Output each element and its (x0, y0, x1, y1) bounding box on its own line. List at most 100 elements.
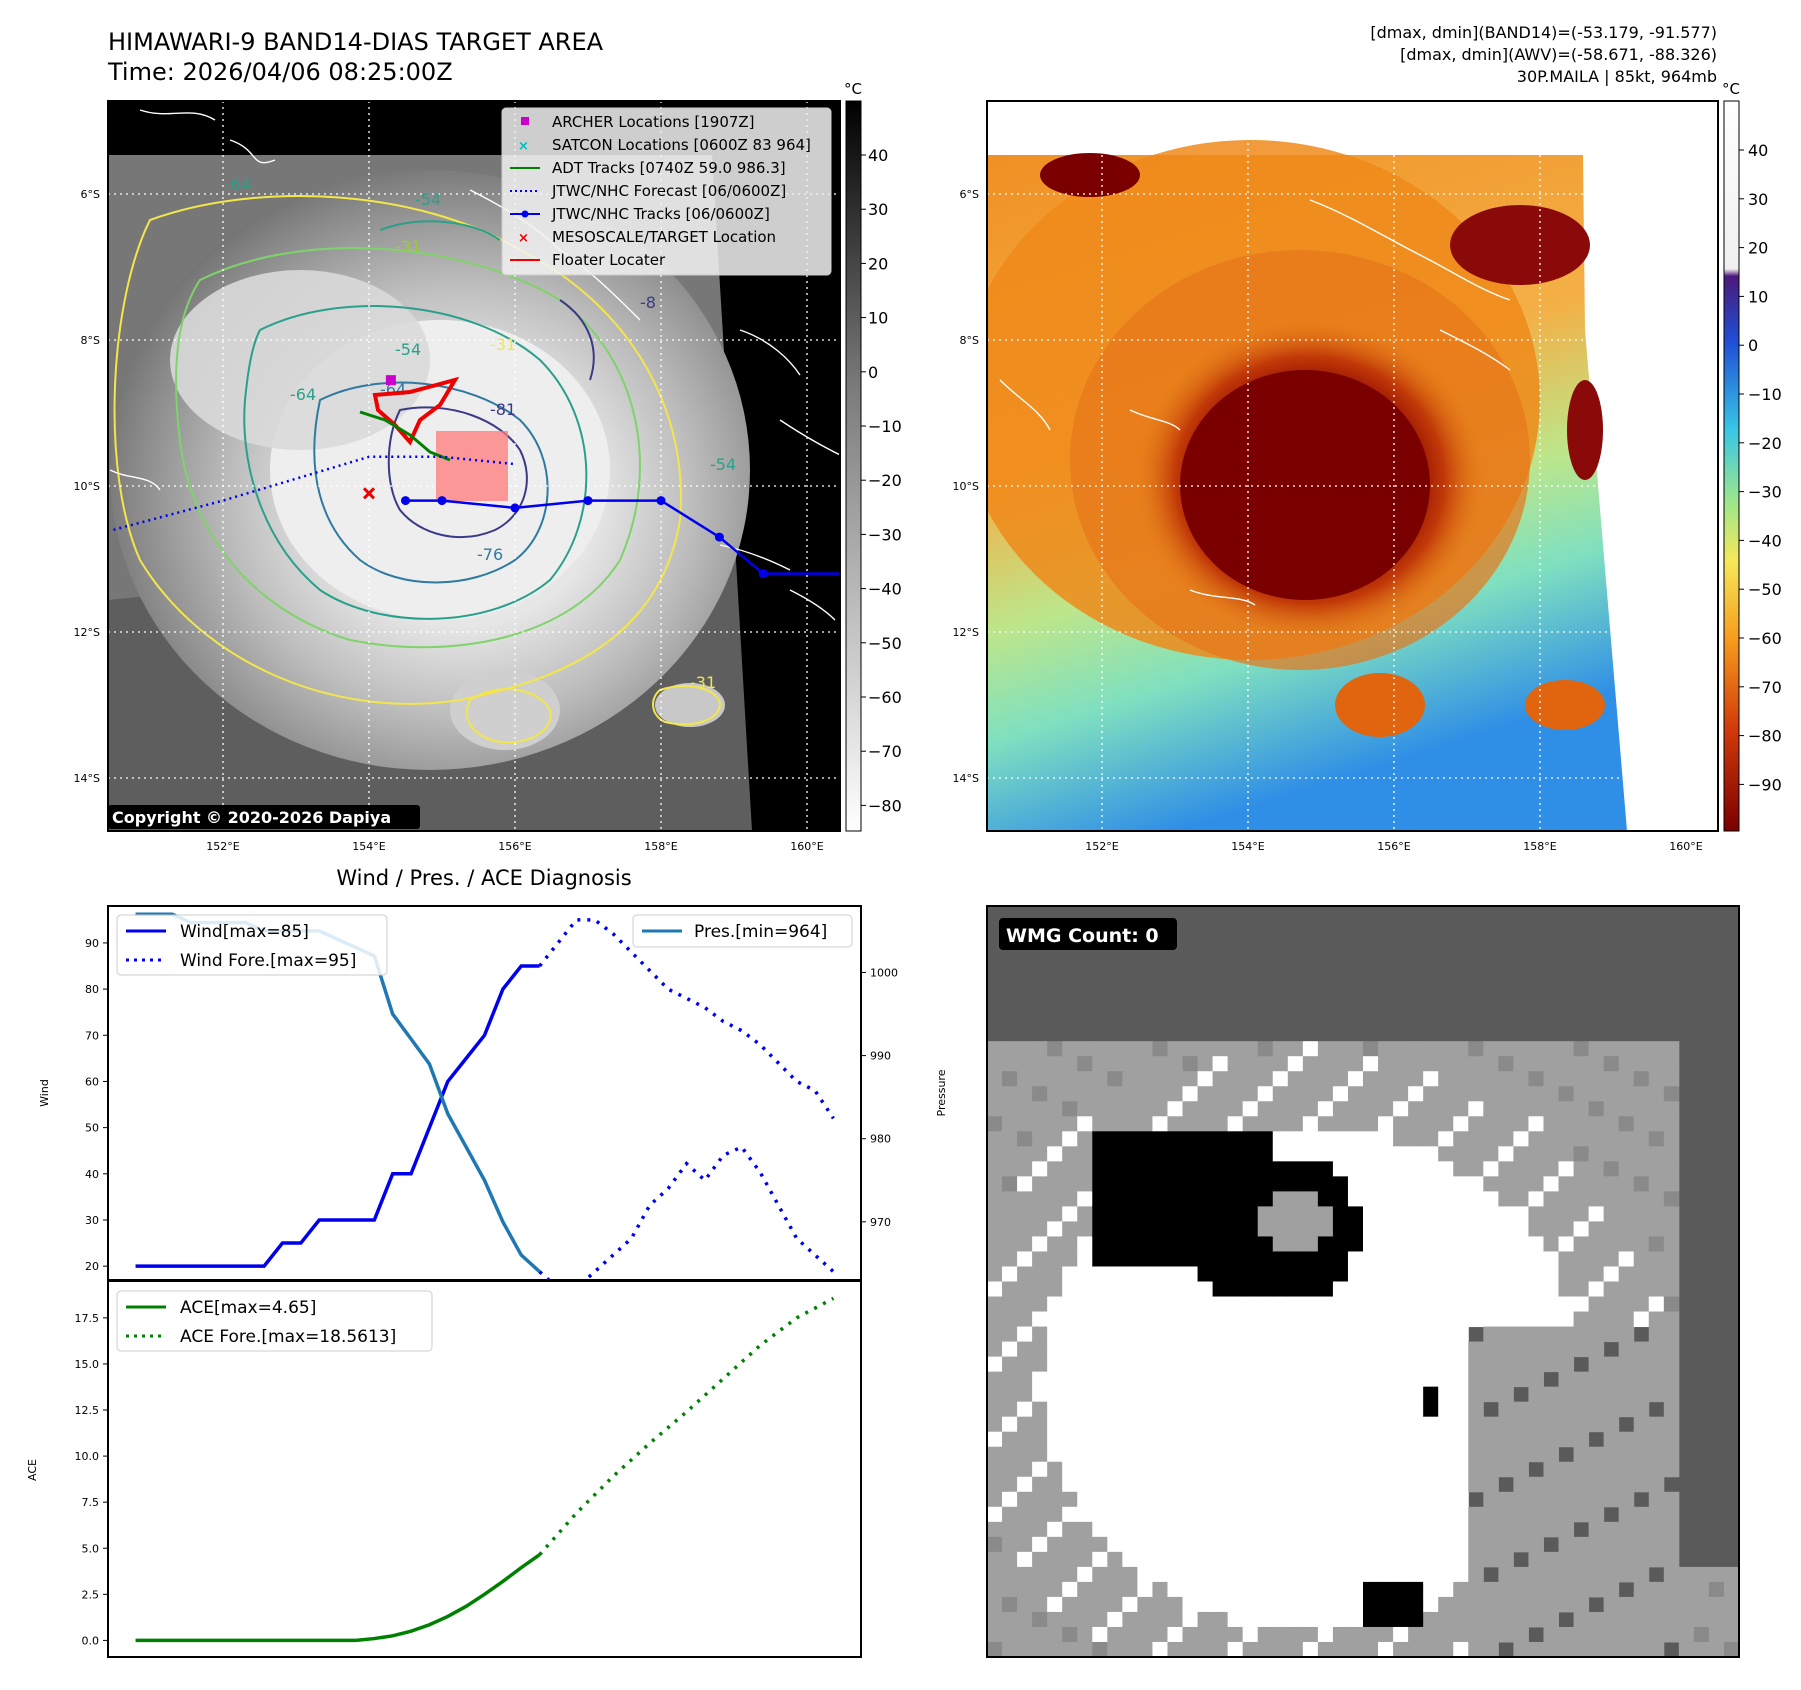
wmg-cell (1408, 1311, 1424, 1328)
diagnosis-title: Wind / Pres. / ACE Diagnosis (336, 866, 631, 890)
wmg-cell (1212, 1371, 1229, 1388)
wmg-cell (1002, 1311, 1018, 1328)
wmg-cell (1528, 1251, 1544, 1267)
wmg-cell (1588, 1146, 1605, 1162)
wmg-cell (1363, 1251, 1379, 1267)
wmg-cell (987, 1041, 1003, 1057)
wmg-cell (1663, 1626, 1680, 1643)
wmg-cell (1317, 1056, 1334, 1072)
wmg-cell (1242, 1206, 1259, 1222)
wmg-cell (1302, 1251, 1319, 1267)
wmg-cell (987, 1071, 1003, 1087)
wmg-cell (1212, 1641, 1229, 1658)
wmg-cell (1272, 1536, 1289, 1553)
wmg-cell (1002, 1461, 1018, 1478)
wmg-cell (1077, 1236, 1093, 1252)
wmg-cell (1378, 1311, 1394, 1328)
wmg-cell (1438, 1341, 1454, 1358)
wmg-cell (1212, 1386, 1229, 1403)
wmg-cell (1423, 1281, 1439, 1298)
wmg-cell (1212, 1626, 1229, 1643)
wmg-cell (1227, 1476, 1244, 1493)
wmg-cell (1573, 1431, 1590, 1448)
wmg-cell (1453, 1506, 1469, 1523)
wmg-cell (1017, 1521, 1033, 1538)
wmg-cell (1408, 1491, 1424, 1508)
wmg-cell (1332, 1221, 1349, 1237)
wmg-cell (1573, 1206, 1590, 1222)
wmg-cell (1618, 1551, 1635, 1568)
wmg-cell (1272, 1221, 1289, 1237)
wmg-cell (1528, 1356, 1544, 1373)
wmg-cell (1212, 1341, 1229, 1358)
wmg-cell (1378, 1551, 1394, 1568)
wmg-cell (1317, 1206, 1334, 1222)
wmg-cell (1032, 1401, 1048, 1418)
wmg-cell (1122, 1266, 1138, 1282)
wmg-cell (1498, 1566, 1514, 1583)
wmg-cell (1573, 1101, 1590, 1117)
wmg-cell (1573, 1041, 1590, 1057)
wmg-cell (1618, 1041, 1635, 1057)
wmg-cell (1618, 1056, 1635, 1072)
lon-tick: 152°E (1085, 840, 1118, 853)
wmg-cell (1663, 1461, 1680, 1478)
wmg-cell (1122, 1071, 1138, 1087)
wmg-cell (1347, 1416, 1364, 1433)
wmg-cell (1272, 1116, 1289, 1132)
wmg-cell (1137, 1596, 1153, 1613)
wmg-cell (1423, 1431, 1439, 1448)
wmg-cell (1272, 1401, 1289, 1418)
wmg-cell (1603, 1356, 1620, 1373)
wmg-cell (1272, 1146, 1289, 1162)
wmg-cell (1317, 1041, 1334, 1057)
lat-tick: 12°S (953, 626, 979, 639)
wmg-cell (1723, 1626, 1740, 1643)
wmg-cell (1107, 1041, 1123, 1057)
lon-tick: 154°E (1231, 840, 1264, 853)
wmg-cell (1483, 1611, 1499, 1628)
wmg-cell (1107, 1311, 1123, 1328)
wmg-cell (1633, 1341, 1650, 1358)
wmg-cell (1122, 1551, 1138, 1568)
wmg-cell (1408, 1356, 1424, 1373)
wmg-cell (1423, 1521, 1439, 1538)
wmg-cell (1603, 1461, 1620, 1478)
wmg-cell (1513, 1371, 1529, 1388)
wmg-cell (1122, 1056, 1138, 1072)
wmg-cell (1212, 1326, 1229, 1343)
wmg-cell (1137, 1056, 1153, 1072)
wmg-cell (1017, 1446, 1033, 1463)
wmg-cell (1648, 1506, 1665, 1523)
wmg-cell (1678, 1641, 1695, 1658)
wmg-cell (1077, 1611, 1093, 1628)
wmg-cell (1663, 1056, 1680, 1072)
wmg-cell (1393, 1266, 1409, 1282)
wmg-cell (1678, 1626, 1695, 1643)
wmg-cell (1047, 1206, 1063, 1222)
wmg-cell (1513, 1221, 1529, 1237)
wmg-cell (1242, 1461, 1259, 1478)
wmg-cell (1227, 1236, 1244, 1252)
wmg-cell (1092, 1626, 1108, 1643)
wmg-cell (1363, 1491, 1379, 1508)
wmg-cell (1047, 1296, 1063, 1313)
wmg-cell (1017, 1341, 1033, 1358)
wmg-cell (1648, 1311, 1665, 1328)
wmg-cell (1287, 1161, 1304, 1177)
wmg-cell (1393, 1146, 1409, 1162)
wmg-cell (1182, 1611, 1199, 1628)
wmg-cell (1363, 1086, 1379, 1102)
wmg-cell (987, 1626, 1003, 1643)
wmg-cell (1453, 1566, 1469, 1583)
wmg-cell (1257, 1071, 1274, 1087)
wmg-cell (1723, 1581, 1740, 1598)
wmg-cell (1107, 1461, 1123, 1478)
wmg-cell (1378, 1296, 1394, 1313)
wmg-cell (1543, 1431, 1560, 1448)
wmg-cell (1603, 1206, 1620, 1222)
wmg-cell (1332, 1476, 1349, 1493)
wmg-cell (1152, 1626, 1168, 1643)
wmg-cell (1468, 1581, 1484, 1598)
jtwc-track-point (758, 569, 768, 579)
